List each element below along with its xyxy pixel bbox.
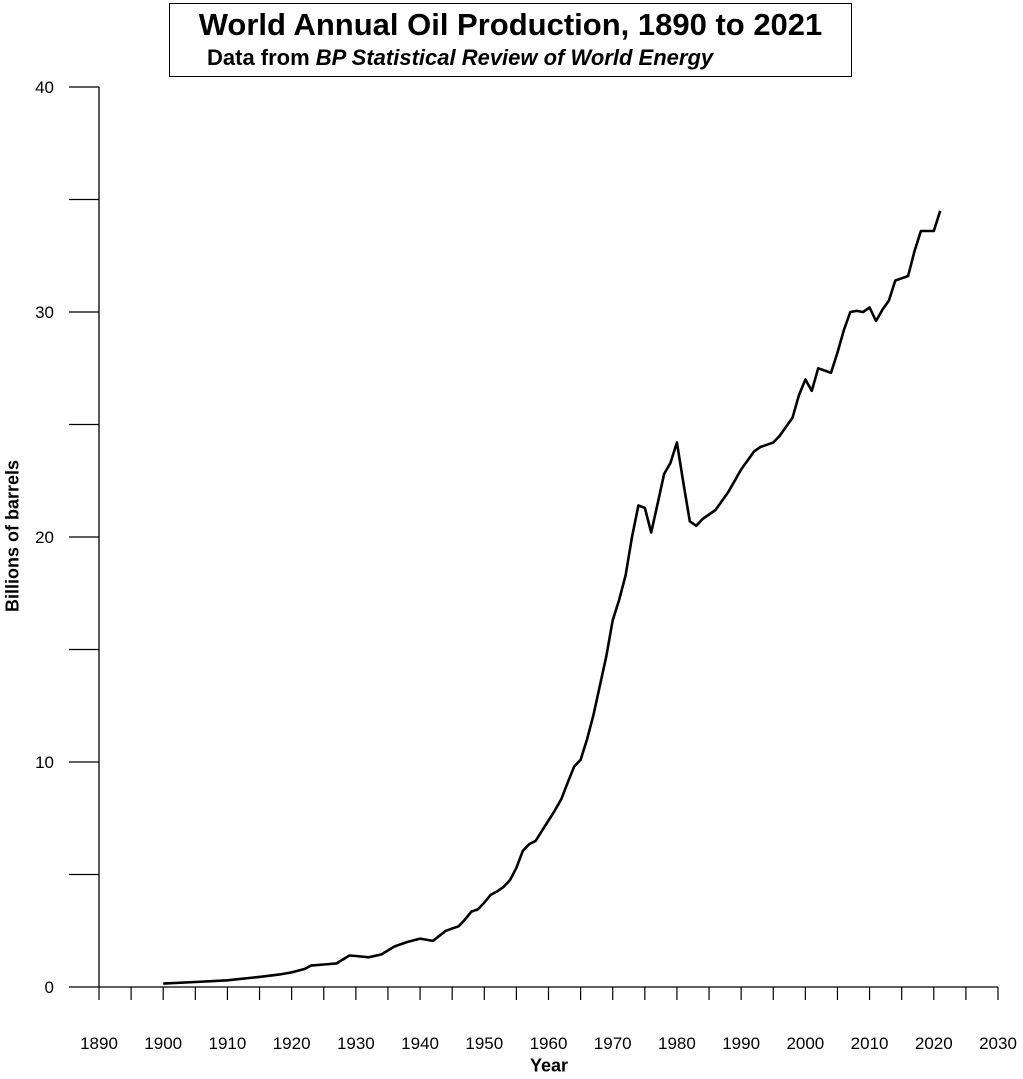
subtitle-prefix: Data from (207, 45, 316, 70)
y-tick-label: 10 (35, 753, 54, 772)
x-tick-label: 2030 (979, 1034, 1017, 1053)
x-tick-label: 2000 (786, 1034, 824, 1053)
axes (98, 87, 998, 988)
x-tick-label: 1960 (530, 1034, 568, 1053)
x-axis-label: Year (529, 1055, 569, 1076)
x-tick-label: 1920 (273, 1034, 311, 1053)
x-tick-label: 1980 (658, 1034, 696, 1053)
x-tick-label: 1990 (722, 1034, 760, 1053)
y-tick-label: 40 (35, 78, 54, 97)
subtitle-source: BP Statistical Review of World Energy (315, 45, 714, 70)
y-axis-label: Billions of barrels (2, 459, 23, 613)
x-tick-label: 1890 (80, 1034, 118, 1053)
title-box: World Annual Oil Production, 1890 to 202… (169, 3, 852, 77)
series-layer (163, 210, 942, 985)
x-tick-label: 1940 (401, 1034, 439, 1053)
x-tick-label: 1930 (337, 1034, 375, 1053)
chart-subtitle: Data from BP Statistical Review of World… (207, 45, 713, 71)
chart-title: World Annual Oil Production, 1890 to 202… (198, 7, 823, 42)
ticks (69, 86, 999, 1000)
y-tick-label: 30 (35, 303, 54, 322)
y-tick-label: 20 (35, 528, 54, 547)
x-tick-label: 1910 (209, 1034, 247, 1053)
y-tick-label: 0 (45, 978, 54, 997)
x-tick-label: 1950 (465, 1034, 503, 1053)
tick-labels: 1890 1900 1910 1920 1930 1940 1950 1960 1970 1980… (35, 78, 1017, 1053)
x-tick-label: 2020 (915, 1034, 953, 1053)
series-line-oil-production (163, 210, 942, 985)
x-tick-label: 1900 (144, 1034, 182, 1053)
x-tick-label: 2010 (851, 1034, 889, 1053)
x-tick-label: 1970 (594, 1034, 632, 1053)
